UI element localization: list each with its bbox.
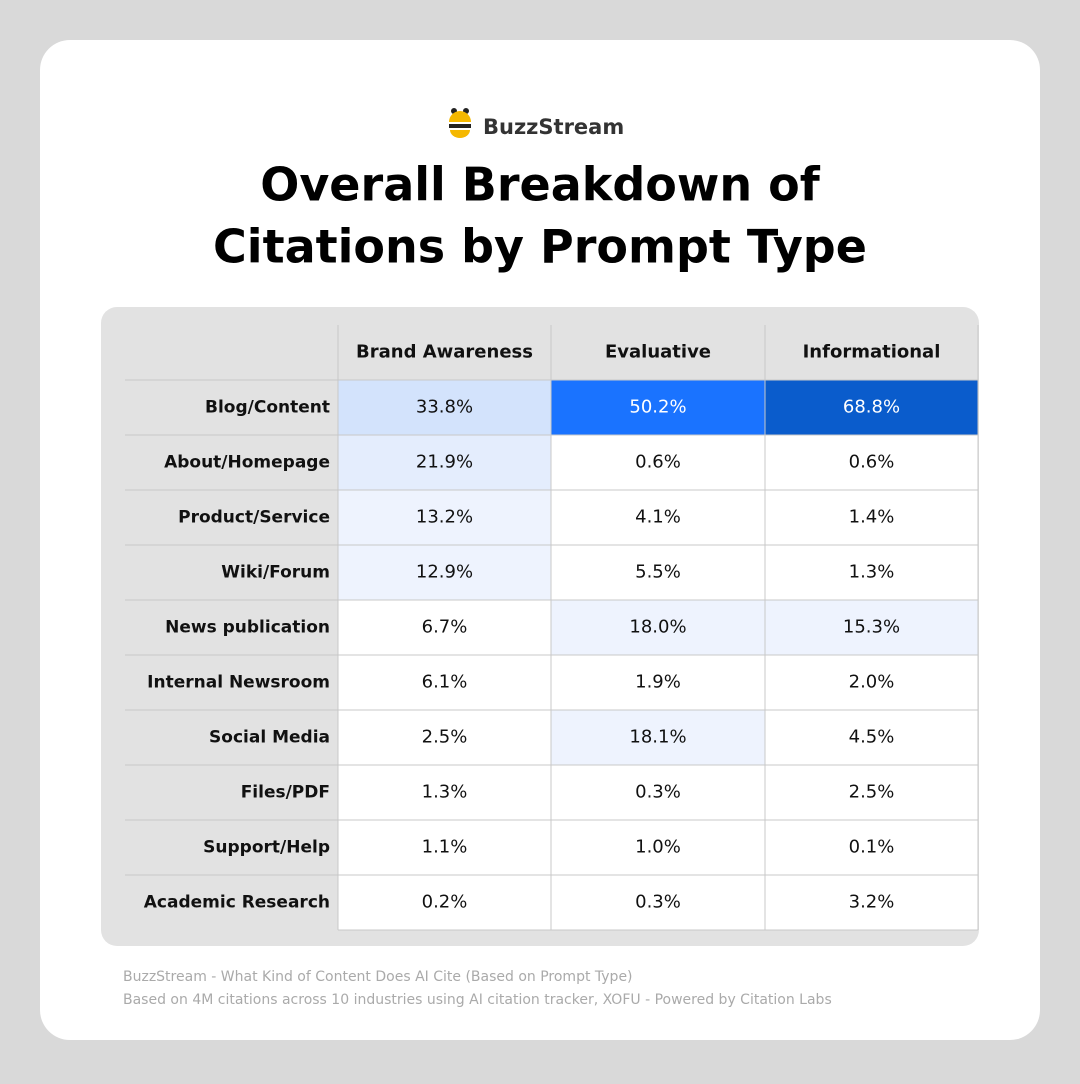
cell <box>765 765 978 820</box>
cell <box>338 600 551 655</box>
cell <box>551 710 765 765</box>
cell-value: 1.3% <box>849 562 895 583</box>
column-header: Brand Awareness <box>356 342 533 363</box>
cell-value: 18.1% <box>629 727 686 748</box>
cell-value: 33.8% <box>416 397 473 418</box>
cell <box>765 710 978 765</box>
column-header: Evaluative <box>605 342 711 363</box>
cell <box>338 875 551 930</box>
cell-value: 0.3% <box>635 782 681 803</box>
table: Brand Awareness Evaluative Informational Bl… <box>125 325 979 931</box>
cell <box>765 545 978 600</box>
cell-value: 1.3% <box>422 782 468 803</box>
cell-value: 3.2% <box>849 892 895 913</box>
cell <box>338 655 551 710</box>
logo-icon <box>449 108 471 138</box>
cell-value: 18.0% <box>629 617 686 638</box>
row-label: Files/PDF <box>241 783 330 803</box>
cell <box>338 710 551 765</box>
cell <box>551 765 765 820</box>
cell-value: 21.9% <box>416 452 473 473</box>
cell-value: 15.3% <box>843 617 900 638</box>
cell-value: 0.3% <box>635 892 681 913</box>
cell-value: 50.2% <box>629 397 686 418</box>
cell <box>765 435 978 490</box>
cell <box>765 380 978 435</box>
cell <box>338 545 551 600</box>
cell-value: 6.1% <box>422 672 468 693</box>
cell <box>338 820 551 875</box>
cell <box>765 600 978 655</box>
title: Overall Breakdown of <box>260 158 821 212</box>
row-label: Support/Help <box>203 838 330 858</box>
cell <box>551 600 765 655</box>
cell-value: 2.5% <box>422 727 468 748</box>
cell-value: 2.5% <box>849 782 895 803</box>
cell <box>338 490 551 545</box>
cell-value: 0.6% <box>635 452 681 473</box>
cell <box>551 435 765 490</box>
cell <box>551 380 765 435</box>
row-label: News publication <box>165 618 330 638</box>
cell-value: 68.8% <box>843 397 900 418</box>
brand: BuzzStream <box>483 115 624 139</box>
cell-value: 1.0% <box>635 837 681 858</box>
cell <box>551 490 765 545</box>
cell-value: 4.1% <box>635 507 681 528</box>
cell <box>765 820 978 875</box>
cell <box>338 380 551 435</box>
cell-value: 5.5% <box>635 562 681 583</box>
row-label: About/Homepage <box>164 453 330 473</box>
cell <box>551 655 765 710</box>
cell-value: 2.0% <box>849 672 895 693</box>
cell <box>765 655 978 710</box>
cell-value: 12.9% <box>416 562 473 583</box>
footer-note: BuzzStream - What Kind of Content Does A… <box>123 969 633 985</box>
cell <box>338 435 551 490</box>
column-header: Informational <box>803 342 941 363</box>
cell <box>765 875 978 930</box>
row-label: Internal Newsroom <box>147 673 330 693</box>
row-label: Wiki/Forum <box>221 563 330 583</box>
cell-value: 1.4% <box>849 507 895 528</box>
cell-value: 13.2% <box>416 507 473 528</box>
cell <box>551 820 765 875</box>
cell-value: 1.9% <box>635 672 681 693</box>
cell <box>338 765 551 820</box>
cell-value: 0.2% <box>422 892 468 913</box>
cell-value: 0.1% <box>849 837 895 858</box>
cell-value: 6.7% <box>422 617 468 638</box>
cell-value: 1.1% <box>422 837 468 858</box>
cell-value: 0.6% <box>849 452 895 473</box>
cell-value: 4.5% <box>849 727 895 748</box>
title: Citations by Prompt Type <box>213 220 867 274</box>
cell <box>551 545 765 600</box>
footer-note: Based on 4M citations across 10 industri… <box>123 992 832 1008</box>
row-label: Social Media <box>209 728 330 748</box>
cell <box>765 490 978 545</box>
row-label: Academic Research <box>144 893 330 913</box>
cell <box>551 875 765 930</box>
row-label: Product/Service <box>178 508 330 528</box>
row-label: Blog/Content <box>205 398 330 418</box>
